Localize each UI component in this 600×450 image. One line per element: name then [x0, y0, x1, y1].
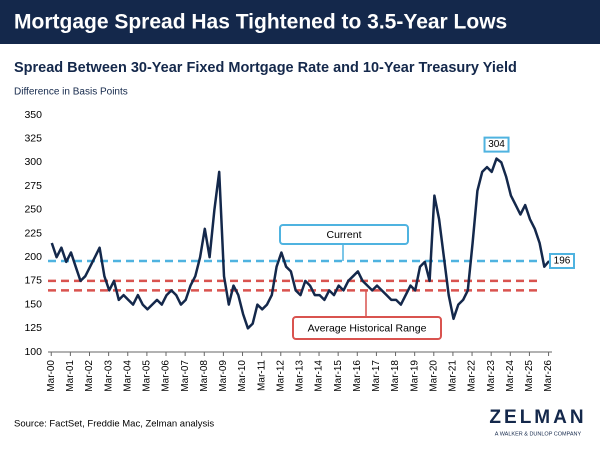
- y-tick-label: 100: [24, 346, 42, 358]
- callout-box: [279, 224, 409, 245]
- y-tick-label: 225: [24, 227, 42, 239]
- y-tick-label: 250: [24, 204, 42, 216]
- line-series: [50, 157, 551, 330]
- x-tick-label: Mar-02: [84, 360, 95, 392]
- x-tick-label: Mar-09: [218, 360, 229, 392]
- peak-label: 304: [488, 139, 505, 150]
- x-tick-label: Mar-14: [314, 360, 325, 392]
- logo: ZELMAN: [489, 407, 586, 428]
- x-tick-label: Mar-03: [103, 360, 114, 392]
- y-axis-label: Difference in Basis Points: [14, 87, 128, 98]
- x-tick-label: Mar-01: [65, 360, 76, 392]
- title-banner: [0, 0, 600, 44]
- y-tick-label: 350: [24, 109, 42, 121]
- x-tick-label: Mar-17: [371, 360, 382, 392]
- x-tick-label: Mar-22: [467, 360, 478, 392]
- y-tick-label: 150: [24, 298, 42, 310]
- source: Source: FactSet, Freddie Mac, Zelman ana…: [14, 419, 214, 430]
- x-tick-label: Mar-20: [428, 360, 439, 392]
- x-tick-label: Mar-13: [295, 360, 306, 392]
- x-tick-label: Mar-16: [352, 360, 363, 392]
- y-tick-label: 325: [24, 132, 42, 144]
- x-tick-label: Mar-25: [524, 360, 535, 392]
- y-tick-label: 300: [24, 156, 42, 168]
- x-tick-label: Mar-12: [275, 360, 286, 392]
- x-tick-label: Mar-10: [237, 360, 248, 392]
- current-label: 196: [554, 256, 571, 267]
- x-tick-label: Mar-24: [505, 360, 516, 392]
- y-tick-label: 275: [24, 180, 42, 192]
- x-tick-label: Mar-11: [256, 360, 267, 391]
- x-tick-label: Mar-19: [409, 360, 420, 392]
- y-tick-label: 200: [24, 251, 42, 263]
- callout-box: [292, 316, 442, 340]
- x-tick-label: Mar-15: [333, 360, 344, 392]
- y-tick-label: 125: [24, 322, 42, 334]
- logo-tagline: A WALKER & DUNLOP COMPANY: [495, 431, 582, 437]
- chart-title: Mortgage Spread Has Tightened to 3.5-Yea…: [14, 11, 507, 34]
- x-tick-label: Mar-05: [142, 360, 153, 392]
- x-tick-label: Mar-18: [390, 360, 401, 392]
- y-tick-label: 175: [24, 275, 42, 287]
- x-tick-label: Mar-21: [448, 360, 459, 392]
- x-tick-label: Mar-04: [122, 360, 133, 392]
- x-tick-label: Mar-23: [486, 360, 497, 392]
- x-tick-label: Mar-08: [199, 360, 210, 392]
- callout-text: Average Historical Range: [308, 322, 427, 334]
- x-tick-label: Mar-07: [180, 360, 191, 392]
- x-tick-label: Mar-06: [161, 360, 172, 392]
- current-label-box: [549, 252, 575, 269]
- x-tick-label: Mar-00: [46, 360, 57, 392]
- chart-subtitle: Spread Between 30-Year Fixed Mortgage Ra…: [14, 60, 517, 76]
- peak-label-box: [483, 136, 510, 153]
- callout-text: Current: [326, 229, 361, 241]
- x-tick-label: Mar-26: [543, 360, 554, 392]
